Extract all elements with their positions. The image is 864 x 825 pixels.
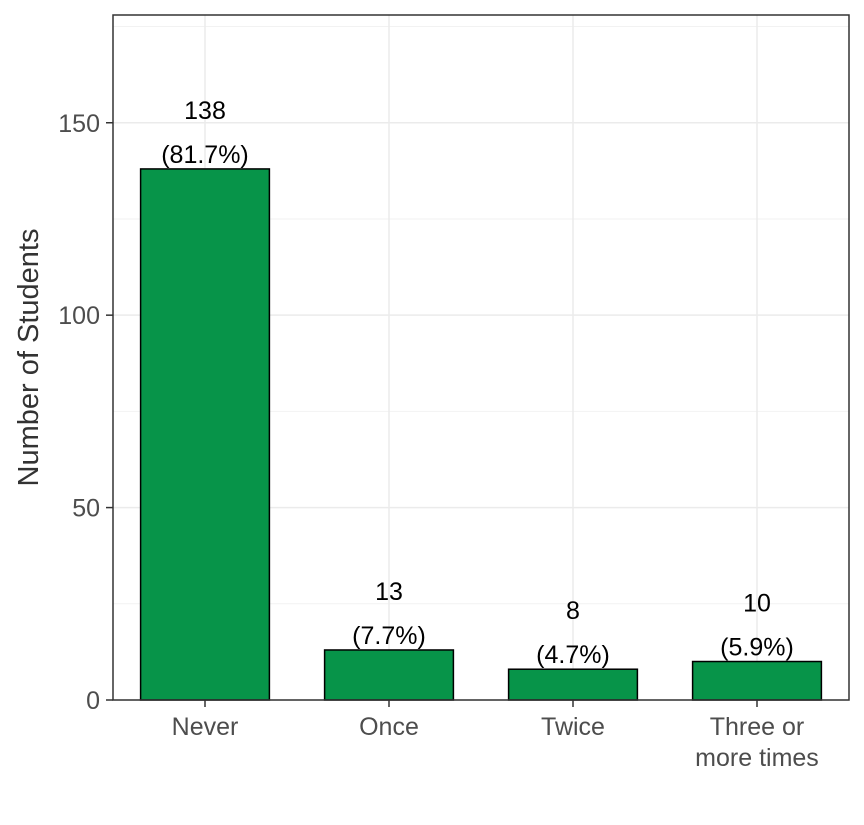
x-tick-label: Once bbox=[359, 713, 419, 741]
y-axis: 0 50 100 150 bbox=[58, 110, 113, 715]
bar-percent-label: (7.7%) bbox=[352, 622, 426, 650]
bar bbox=[139, 168, 271, 701]
bar-count-label: 138 bbox=[184, 97, 226, 125]
bar-count-label: 8 bbox=[566, 597, 580, 625]
bar-percent-label: (81.7%) bbox=[161, 141, 249, 169]
y-tick-label: 150 bbox=[58, 110, 100, 138]
bars bbox=[139, 168, 823, 701]
bar bbox=[507, 668, 639, 701]
bar-percent-label: (5.9%) bbox=[720, 634, 794, 662]
bar-percent-label: (4.7%) bbox=[536, 641, 610, 669]
data-labels: 138 (81.7%) 13 (7.7%) 8 (4.7%) 10 (5.9%) bbox=[161, 97, 794, 669]
bar bbox=[691, 660, 823, 701]
x-tick-label: Never bbox=[172, 713, 239, 741]
plot-panel-border bbox=[112, 14, 850, 701]
x-axis: Never Once Twice Three or more times bbox=[172, 700, 819, 772]
x-tick-label: Three or more times bbox=[695, 713, 819, 772]
y-tick-label: 0 bbox=[86, 687, 100, 715]
bar-count-label: 10 bbox=[743, 590, 771, 618]
bar-count-label: 13 bbox=[375, 578, 403, 606]
y-tick-label: 100 bbox=[58, 302, 100, 330]
bar bbox=[323, 649, 455, 701]
y-axis-title: Number of Students bbox=[13, 229, 45, 487]
x-tick-label: Twice bbox=[541, 713, 605, 741]
y-tick-label: 50 bbox=[72, 495, 100, 523]
